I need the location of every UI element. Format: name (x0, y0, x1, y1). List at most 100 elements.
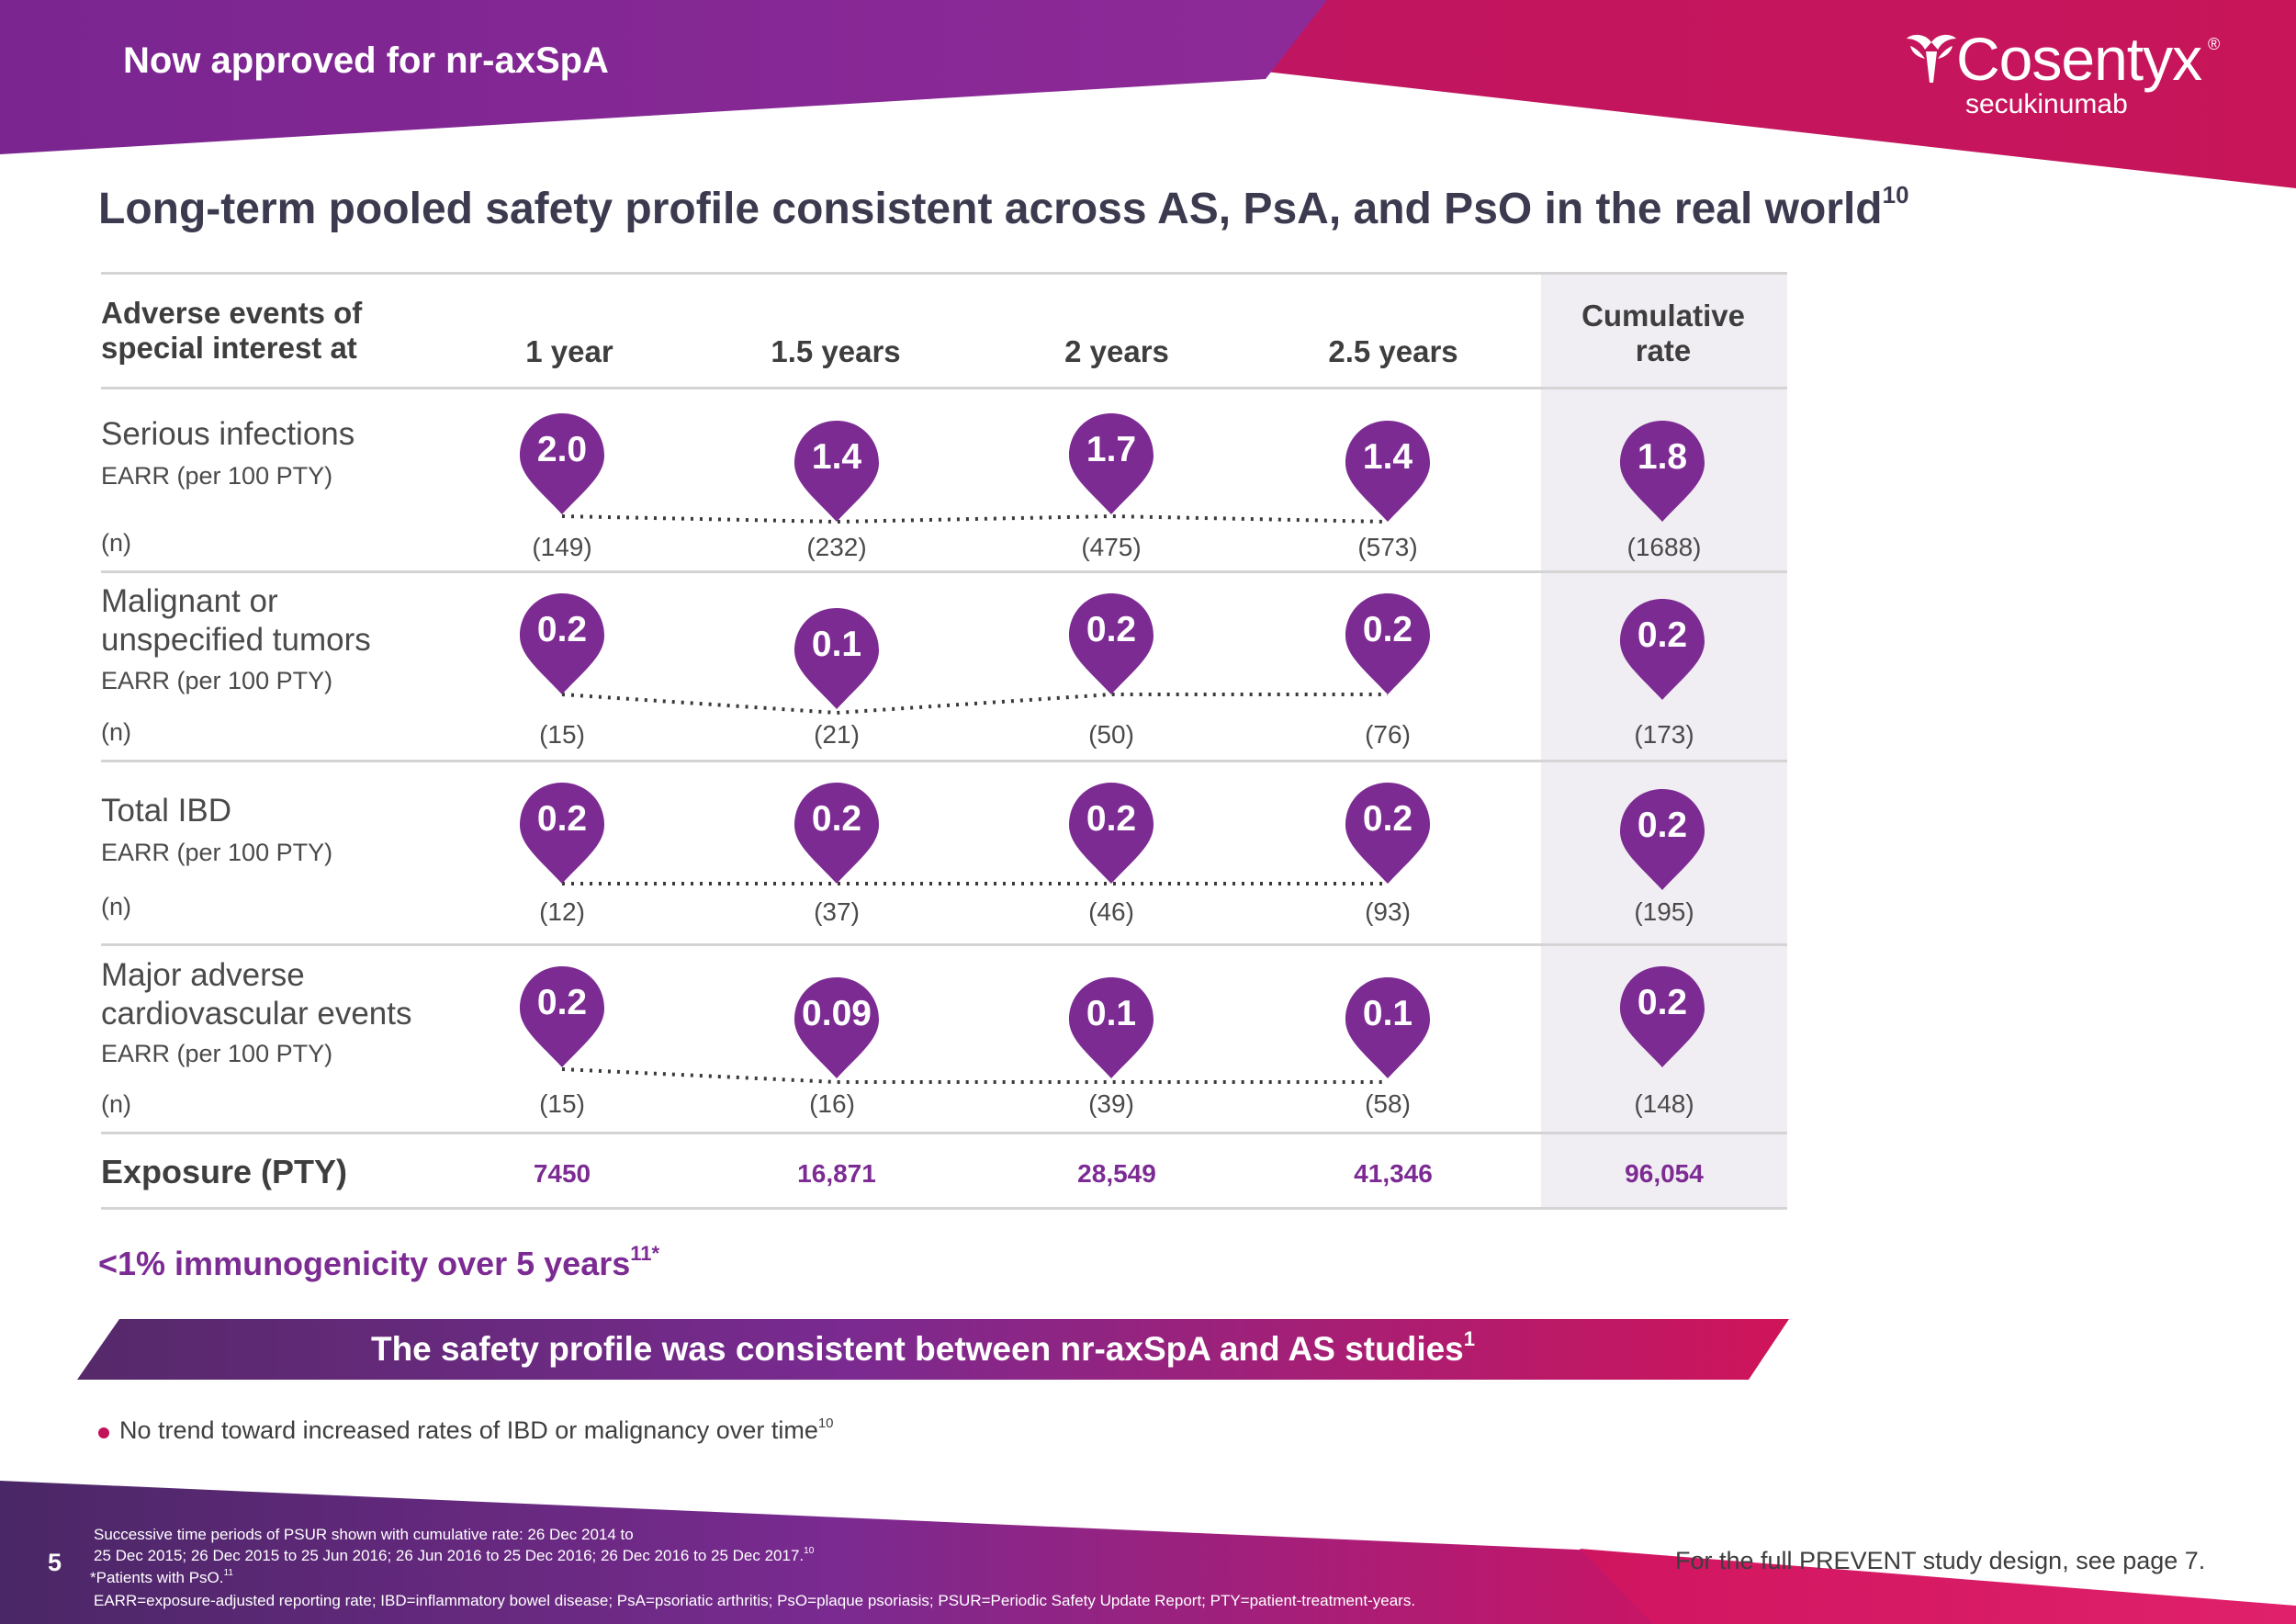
footnote-line-2: 25 Dec 2015; 26 Dec 2015 to 25 Jun 2016;… (94, 1546, 815, 1565)
earr-value: 0.2 (1637, 615, 1688, 655)
n-value: (93) (1365, 897, 1411, 926)
exposure-value-cumulative: 96,054 (1625, 1159, 1704, 1188)
brand-generic-name: secukinumab (1965, 89, 2128, 119)
map-pin-icon (1345, 977, 1430, 1078)
map-pin-icon (1069, 413, 1154, 514)
earr-marker: 0.2 (1067, 781, 1155, 885)
map-pin-icon (1345, 593, 1430, 694)
bullet-statement: No trend toward increased rates of IBD o… (119, 1415, 834, 1444)
row-earr-label: EARR (per 100 PTY) (101, 667, 333, 694)
n-value: (149) (532, 533, 592, 561)
page-title: Long-term pooled safety profile consiste… (98, 181, 1909, 233)
page-number: 5 (48, 1549, 62, 1576)
earr-value: 0.2 (1637, 806, 1688, 845)
exposure-value: 16,871 (797, 1159, 876, 1188)
footnote-line-1: Successive time periods of PSUR shown wi… (94, 1526, 634, 1543)
n-value: (46) (1088, 897, 1134, 926)
cosentyx-logo-icon (1907, 34, 1956, 83)
earr-marker: 0.1 (793, 606, 881, 711)
table-rule-header (101, 387, 1787, 389)
n-value: (15) (539, 720, 585, 749)
earr-marker: 0.1 (1344, 976, 1432, 1080)
earr-marker: 0.2 (518, 964, 606, 1069)
earr-value: 0.2 (1086, 610, 1137, 649)
banner-statement: The safety profile was consistent betwee… (370, 1327, 1475, 1369)
exposure-value: 7450 (533, 1159, 591, 1188)
brand-registered-mark: ® (2208, 35, 2221, 53)
earr-marker-cumulative: 1.8 (1618, 419, 1706, 524)
earr-value: 1.4 (811, 437, 862, 477)
column-header-2-years: 2 years (1064, 334, 1169, 368)
header-tagline: Now approved for nr-axSpA (123, 40, 609, 81)
earr-value: 0.2 (536, 799, 588, 839)
map-pin-icon (1620, 789, 1705, 890)
map-pin-icon (520, 966, 604, 1067)
table-rule-bottom (101, 1207, 1787, 1210)
n-value-cumulative: (195) (1634, 897, 1694, 926)
n-value: (50) (1088, 720, 1134, 749)
earr-value: 1.7 (1086, 430, 1137, 469)
earr-value: 0.2 (1637, 983, 1688, 1022)
map-pin-icon (794, 783, 879, 884)
n-value: (39) (1088, 1089, 1134, 1118)
earr-marker-cumulative: 0.2 (1618, 787, 1706, 892)
column-header-1-5-years: 1.5 years (771, 334, 901, 368)
earr-marker: 0.2 (518, 781, 606, 885)
row-earr-label: EARR (per 100 PTY) (101, 839, 333, 866)
map-pin-icon (794, 421, 879, 522)
row-earr-label: EARR (per 100 PTY) (101, 462, 333, 490)
n-value: (475) (1081, 533, 1142, 561)
brand-name: Cosentyx (1956, 25, 2202, 93)
earr-value: 1.4 (1362, 437, 1413, 477)
map-pin-icon (794, 977, 879, 1078)
earr-value: 0.09 (802, 994, 872, 1033)
banner-background (77, 1319, 1789, 1380)
earr-value: 0.1 (1086, 994, 1137, 1033)
earr-marker: 0.2 (793, 781, 881, 885)
column-header-1-year: 1 year (525, 334, 613, 368)
row-label-serious-infections: Serious infections (101, 416, 355, 452)
earr-value: 0.1 (1362, 994, 1413, 1033)
header-background (0, 0, 2296, 188)
map-pin-icon (1620, 966, 1705, 1067)
earr-value: 0.2 (811, 799, 862, 839)
banner-reference: 1 (1463, 1327, 1475, 1350)
map-pin-icon (794, 608, 879, 709)
map-pin-icon (1069, 977, 1154, 1078)
table-rule-row2 (101, 760, 1787, 762)
earr-marker: 0.09 (793, 976, 881, 1080)
earr-marker: 1.4 (1344, 419, 1432, 524)
exposure-value: 28,549 (1077, 1159, 1156, 1188)
earr-marker-cumulative: 0.2 (1618, 597, 1706, 702)
study-design-reference: For the full PREVENT study design, see p… (1675, 1547, 2206, 1574)
row-earr-label: EARR (per 100 PTY) (101, 1040, 333, 1067)
row-n-label: (n) (101, 718, 131, 746)
earr-value: 0.1 (811, 625, 862, 664)
map-pin-icon (520, 783, 604, 884)
footnote-abbreviations: EARR=exposure-adjusted reporting rate; I… (94, 1592, 1416, 1609)
earr-value: 2.0 (536, 430, 588, 469)
earr-marker: 2.0 (518, 412, 606, 516)
immunogenicity-reference: 11* (630, 1242, 660, 1265)
n-value: (573) (1357, 533, 1418, 561)
earr-value: 0.2 (1362, 799, 1413, 839)
footer-background (0, 1481, 2296, 1624)
row-n-label: (n) (101, 529, 131, 557)
earr-marker: 1.7 (1067, 412, 1155, 516)
immunogenicity-statement: <1% immunogenicity over 5 years11* (98, 1242, 660, 1283)
table-rule-top (101, 272, 1787, 275)
row-label-malignant-tumors: Malignant or unspecified tumors (101, 583, 371, 658)
earr-marker-cumulative: 0.2 (1618, 964, 1706, 1069)
map-pin-icon (520, 413, 604, 514)
n-value: (21) (814, 720, 860, 749)
map-pin-icon (1069, 593, 1154, 694)
n-value: (232) (806, 533, 867, 561)
row-n-label: (n) (101, 893, 131, 920)
earr-marker: 1.4 (793, 419, 881, 524)
footnote-line-3: *Patients with PsO.11 (90, 1568, 233, 1587)
bullet-reference: 10 (817, 1415, 834, 1431)
table-rule-row4 (101, 1132, 1787, 1134)
n-value: (15) (539, 1089, 585, 1118)
table-rule-row3 (101, 943, 1787, 946)
row-n-label: (n) (101, 1090, 131, 1118)
